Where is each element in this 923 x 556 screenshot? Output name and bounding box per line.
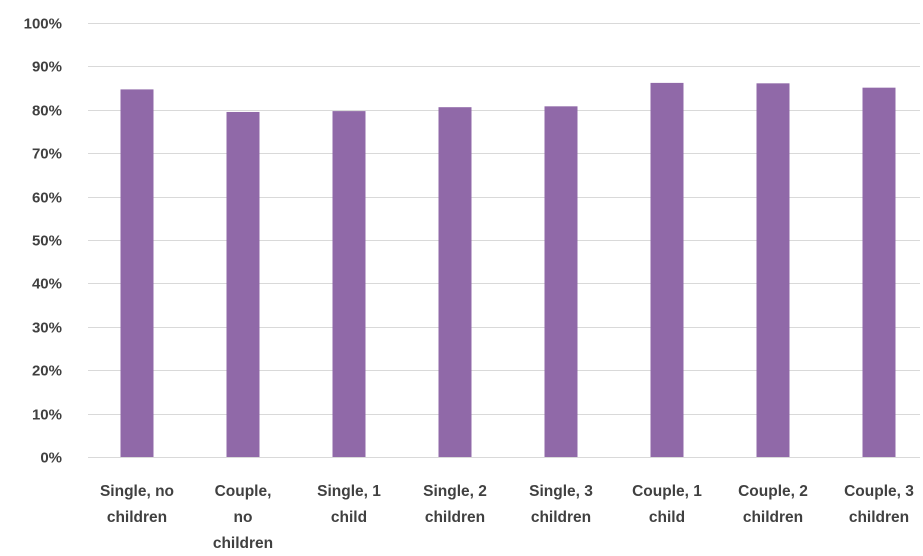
x-category-label: Couple, 3 children xyxy=(844,483,914,526)
x-category-label-line: child xyxy=(649,509,685,526)
y-tick-label: 90% xyxy=(32,59,62,76)
x-category-label-line: children xyxy=(743,509,803,526)
y-tick-label: 30% xyxy=(32,320,62,337)
x-category-label: Couple, 2 children xyxy=(738,483,808,526)
x-category-label: Single, 3 children xyxy=(529,483,593,526)
bar xyxy=(438,107,472,458)
y-tick-label: 20% xyxy=(32,363,62,380)
y-tick-label: 60% xyxy=(32,190,62,207)
y-tick-label: 40% xyxy=(32,276,62,293)
bars xyxy=(120,82,896,458)
x-category-label-line: Single, 3 xyxy=(529,483,593,500)
bar xyxy=(756,83,790,458)
bar xyxy=(544,106,578,457)
y-tick-label: 100% xyxy=(24,16,62,33)
x-axis-category-labels: Single, nochildrenCouple,nochildrenSingl… xyxy=(100,483,914,552)
x-category-label-line: Single, 1 xyxy=(317,483,381,500)
y-tick-label: 10% xyxy=(32,407,62,424)
x-category-label-line: Couple, 3 xyxy=(844,483,914,500)
x-category-label-line: Single, 2 xyxy=(423,483,487,500)
x-category-label-line: children xyxy=(531,509,591,526)
x-category-label: Couple, 1 child xyxy=(632,483,702,526)
x-category-label-line: Couple, xyxy=(215,483,272,500)
x-category-label-line: children xyxy=(107,509,167,526)
x-category-label-line: children xyxy=(213,535,273,552)
y-tick-label: 0% xyxy=(40,450,62,467)
x-category-label-line: child xyxy=(331,509,367,526)
x-category-label-line: Single, no xyxy=(100,483,174,500)
gridlines xyxy=(88,23,920,458)
y-tick-label: 70% xyxy=(32,146,62,163)
x-category-label: Single, 2 children xyxy=(423,483,487,526)
x-category-label: Single, 1 child xyxy=(317,483,381,526)
x-category-label-line: children xyxy=(849,509,909,526)
bar xyxy=(862,87,896,457)
bar xyxy=(120,89,154,457)
x-category-label-line: Couple, 1 xyxy=(632,483,702,500)
x-category-label-line: children xyxy=(425,509,485,526)
x-category-label-line: no xyxy=(234,509,253,526)
x-category-label: Couple, no children xyxy=(213,483,273,552)
y-tick-label: 50% xyxy=(32,233,62,250)
y-axis-tick-labels: 0% 10% 20% 30% 40% 50% 60% 70% 80% 90% 100% xyxy=(24,16,62,467)
x-category-label: Single, no children xyxy=(100,483,174,526)
bar xyxy=(332,111,366,458)
x-category-label-line: Couple, 2 xyxy=(738,483,808,500)
bar xyxy=(226,111,260,457)
y-tick-label: 80% xyxy=(32,103,62,120)
bar xyxy=(650,82,684,457)
